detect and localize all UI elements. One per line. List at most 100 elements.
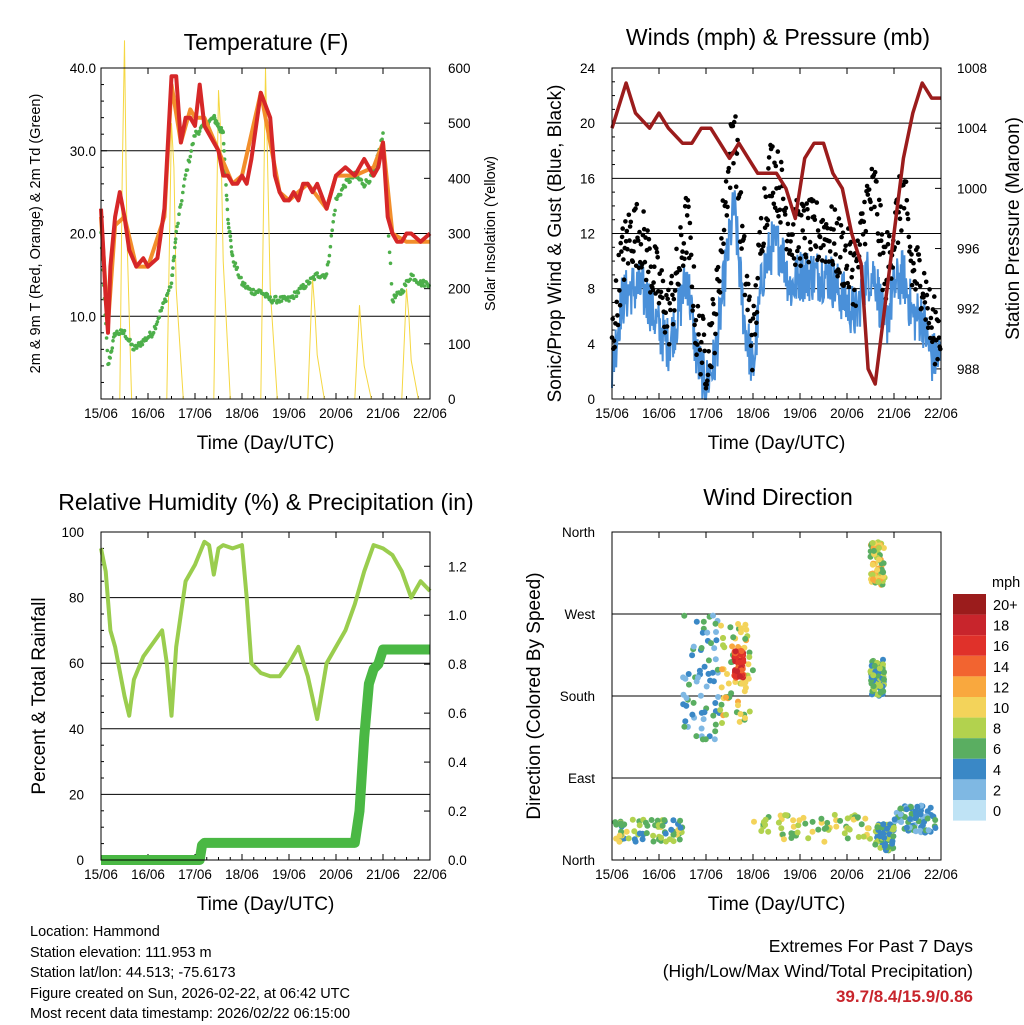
direction-point [662,830,669,837]
gust-point [872,169,878,175]
gust-point [717,278,722,284]
direction-point [775,819,782,826]
x-tick-label: 22/06 [413,406,447,421]
gust-point [791,222,796,227]
x-tick-label: 22/06 [413,867,447,882]
direction-point [912,828,919,835]
direction-point [683,695,690,701]
gust-point [712,350,717,356]
direction-point [720,635,727,641]
gust-point [906,234,912,240]
td-point [188,154,193,159]
x-tick-label: 21/06 [366,867,400,882]
x-tick-label: 20/06 [319,867,353,882]
gust-point [733,114,738,119]
gust-point [677,267,683,273]
gust-point [864,183,870,189]
direction-point [712,656,719,663]
gust-point [620,226,625,231]
td-point [338,192,343,197]
td-point [380,137,384,142]
direction-point [809,828,816,835]
direction-point [880,573,887,580]
td-point [248,287,253,292]
gust-point [621,257,626,262]
direction-point [914,803,921,810]
direction-point [686,681,692,688]
direction-point [841,830,848,837]
td-point [235,265,240,270]
gust-point [843,243,848,248]
gust-point [758,215,764,221]
direction-point [699,629,706,636]
td-point [387,250,392,255]
gust-point [643,277,649,283]
td-point [304,284,308,289]
td-point [388,261,393,266]
gust-point [735,137,740,143]
gust-point [835,273,840,279]
gust-point [869,166,875,172]
gust-point [778,220,783,225]
gust-point [816,254,822,260]
gust-point [844,263,850,269]
gust-point [756,243,762,248]
direction-point [783,812,790,819]
direction-point [884,825,891,832]
y2-tick-label: 0.4 [448,755,467,770]
gust-point [808,247,813,252]
series-2m-td [99,113,431,367]
td-point [329,234,334,238]
gust-point [617,288,622,293]
gust-point [705,372,711,378]
direction-point [796,817,803,824]
gust-point [855,238,860,243]
direction-point [617,820,624,827]
gust-point [807,239,813,245]
chart-title: Temperature (F) [184,29,349,55]
gust-point [688,252,694,258]
gust-point [738,190,744,195]
td-point [164,299,168,304]
direction-point [781,836,787,843]
gust-point [746,281,751,287]
gust-point [654,249,660,255]
gust-point [753,283,758,288]
series-solar-insolation [119,40,419,400]
gust-point [704,382,709,387]
y-tick-label: 20 [69,787,84,802]
td-point [165,291,170,296]
legend-swatch [953,614,986,636]
y-tick-label: 24 [580,61,596,76]
y2-tick-label: 0.6 [448,706,467,721]
gust-point [695,303,701,309]
gust-point [651,280,656,285]
gust-point [668,280,674,286]
gust-point [627,238,632,243]
td-point [401,289,406,294]
td-point [135,344,140,348]
td-point [333,208,337,213]
td-point [180,199,184,203]
gust-point [823,259,828,265]
series-relative-humidity [99,539,432,721]
direction-point [712,728,719,735]
y2-tick-label: 400 [448,171,471,186]
gust-point [670,292,675,298]
direction-point [881,676,887,683]
gust-point [706,349,711,354]
gust-point [823,222,829,227]
gust-point [897,216,903,222]
td-point [197,132,201,136]
td-point [171,258,176,263]
td-point [327,253,332,258]
td-point [107,361,111,366]
direction-point [738,667,745,674]
series-2m-t [99,74,432,335]
legend-label: 4 [993,763,1001,779]
gust-point [876,197,882,203]
direction-point [670,838,677,845]
direction-point [643,830,650,837]
gust-point [932,294,937,299]
direction-point [732,673,738,679]
